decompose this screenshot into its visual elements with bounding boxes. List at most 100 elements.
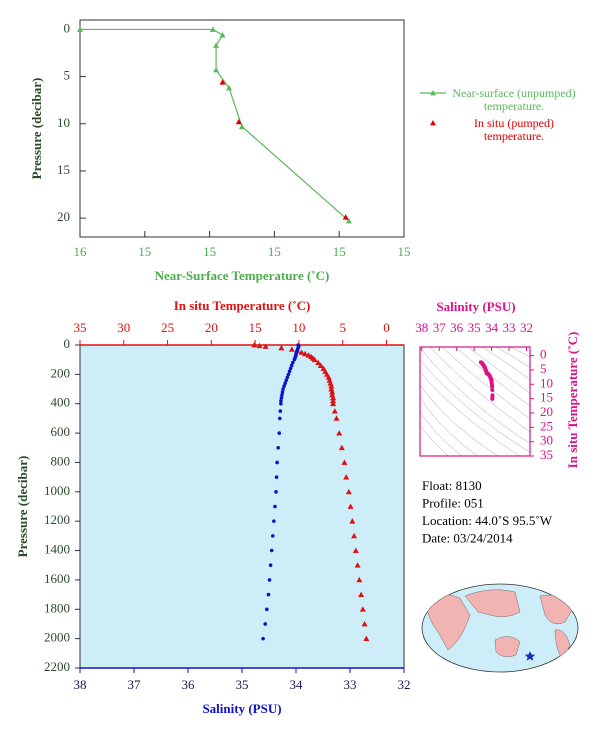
data-point	[279, 396, 284, 400]
data-point	[336, 430, 343, 436]
y-tick-label: 600	[51, 424, 71, 439]
y-tick-label: 35	[540, 447, 553, 462]
data-point	[354, 562, 361, 568]
data-point	[290, 360, 295, 365]
x-tick-label: 37	[128, 677, 142, 692]
data-point	[276, 445, 280, 450]
data-point	[363, 635, 370, 642]
data-point	[266, 592, 271, 597]
x-tick-label: 15	[398, 244, 411, 259]
x2-tick-label: 5	[339, 320, 346, 335]
data-point	[279, 398, 283, 403]
y-tick-label: 10	[540, 375, 553, 390]
data-point	[356, 576, 363, 583]
data-point	[219, 32, 226, 38]
x-axis-label: Salinity (PSU)	[436, 299, 515, 314]
x-tick-label: 33	[503, 320, 516, 335]
data-point	[275, 460, 279, 465]
data-point	[329, 391, 336, 398]
x-tick-label: 38	[74, 677, 87, 692]
data-point	[272, 519, 276, 523]
ts-points	[478, 360, 495, 401]
x-tick-label: 34	[290, 677, 304, 692]
data-point	[315, 359, 322, 366]
data-point	[278, 409, 283, 413]
data-point	[351, 532, 358, 539]
data-point	[274, 475, 279, 479]
x-tick-label: 15	[138, 244, 151, 259]
data-point	[279, 401, 283, 406]
y-axis-label: In situ Temperature (˚C)	[565, 332, 580, 469]
y-tick-label: 800	[51, 453, 71, 468]
x-tick-label: 35	[468, 320, 481, 335]
x2-tick-label: 25	[161, 320, 174, 335]
data-point	[331, 408, 338, 414]
legend-label: In situ (pumped) temperature.	[474, 117, 554, 143]
data-point	[274, 490, 278, 494]
series-line	[80, 28, 350, 222]
y-axis-label: Pressure (decibar)	[29, 78, 44, 180]
data-point	[277, 431, 282, 435]
data-point	[287, 369, 292, 374]
x-tick-label: 35	[236, 677, 249, 692]
data-point	[341, 459, 348, 465]
x-axis-label: Salinity (PSU)	[202, 701, 281, 716]
legend-label: Near-surface (unpumped) temperature.	[452, 87, 576, 113]
data-point	[328, 383, 335, 389]
y-tick-label: 2200	[44, 659, 70, 674]
ts-point	[490, 388, 495, 393]
y-tick-label: 400	[51, 395, 71, 410]
x-tick-label: 34	[485, 320, 499, 335]
ts-point	[490, 393, 495, 398]
data-point	[267, 578, 272, 582]
data-point	[327, 380, 334, 386]
x-tick-label: 38	[415, 320, 428, 335]
data-point	[342, 214, 349, 220]
x-tick-label: 36	[182, 677, 196, 692]
data-point	[328, 386, 335, 392]
x-tick-label: 15	[203, 244, 216, 259]
x-tick-label: 37	[433, 320, 447, 335]
y-tick-label: 15	[57, 162, 70, 177]
data-point	[302, 350, 309, 357]
x2-tick-label: 30	[117, 320, 130, 335]
float-info: Date: 03/24/2014	[422, 530, 513, 545]
y-tick-label: 1400	[44, 542, 70, 557]
data-point	[270, 534, 275, 538]
data-point	[268, 563, 273, 568]
data-point	[235, 118, 242, 125]
data-point	[359, 606, 366, 612]
y-tick-label: 1200	[44, 512, 70, 527]
data-point	[330, 400, 337, 407]
data-point	[285, 375, 290, 380]
data-point	[265, 607, 269, 612]
data-point	[209, 26, 216, 32]
y-tick-label: 0	[540, 347, 547, 362]
data-point	[269, 548, 274, 553]
plot-frame	[79, 19, 405, 238]
y-tick-label: 1600	[44, 571, 70, 586]
data-point	[262, 343, 269, 349]
y-tick-label: 1000	[44, 483, 70, 498]
plot-frame	[419, 346, 531, 457]
data-point	[239, 123, 245, 130]
legend-label-box: Near-surface (unpumped) temperature.	[452, 87, 576, 113]
x-tick-label: 15	[333, 244, 346, 259]
data-point	[77, 26, 83, 32]
y-tick-label: 30	[540, 433, 553, 448]
data-point	[292, 357, 297, 362]
y-tick-label: 10	[57, 115, 70, 130]
data-point	[251, 342, 258, 348]
data-point	[219, 79, 226, 85]
y-tick-label: 25	[540, 418, 553, 433]
legend-marker	[430, 120, 436, 126]
data-point	[288, 366, 293, 371]
y-tick-label: 0	[64, 336, 71, 351]
x-tick-label: 36	[450, 320, 464, 335]
data-point	[288, 346, 295, 352]
data-point	[361, 620, 368, 627]
data-point	[329, 388, 336, 395]
x2-tick-label: 10	[292, 320, 305, 335]
x-axis-label: Near-Surface Temperature (˚C)	[155, 268, 330, 283]
